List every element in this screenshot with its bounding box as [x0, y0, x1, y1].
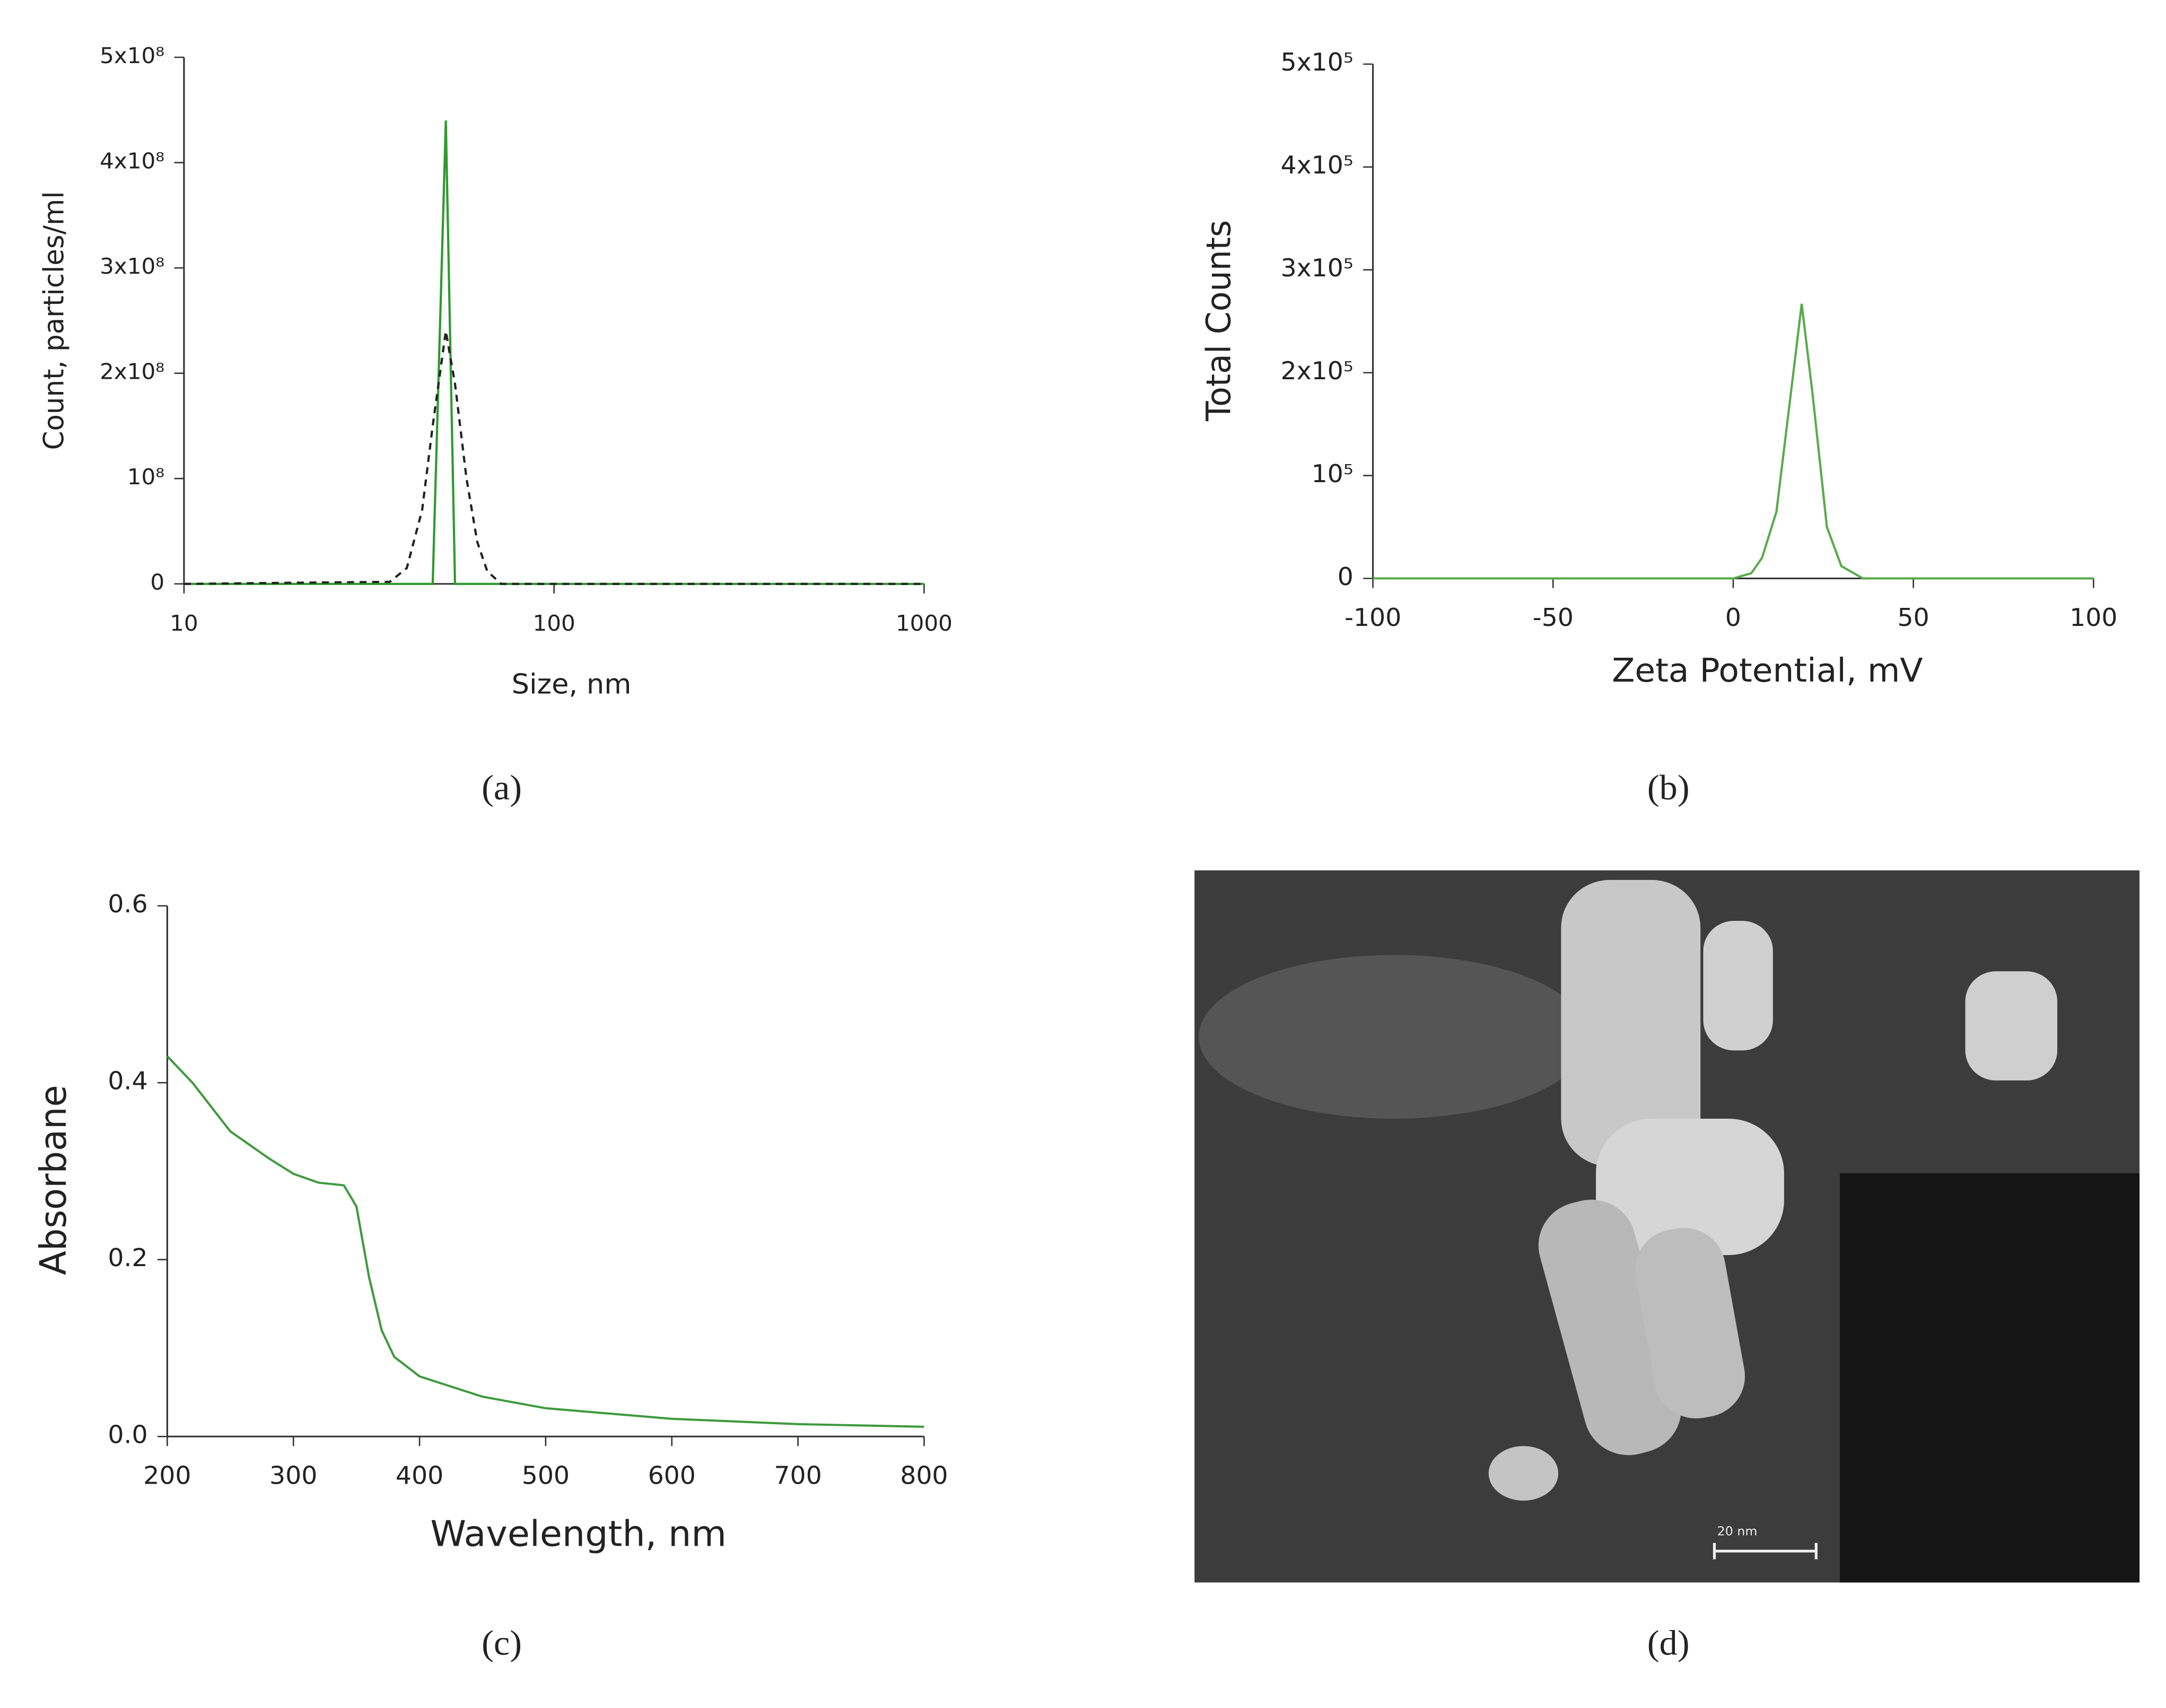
- particle: [1488, 1446, 1559, 1501]
- y-tick-label: 0: [1338, 563, 1353, 591]
- y-tick-label: 0.6: [108, 891, 147, 919]
- x-axis-label: Zeta Potential, mV: [1612, 651, 1923, 689]
- data-line: [1373, 303, 2094, 580]
- x-tick-label: 600: [648, 1462, 696, 1490]
- x-tick-label: 50: [1898, 604, 1929, 632]
- x-tick-label: 100: [2069, 604, 2117, 632]
- y-tick-label: 4x10⁸: [100, 148, 164, 173]
- x-tick-label: 800: [900, 1462, 948, 1490]
- x-tick-label: 0: [1725, 604, 1741, 632]
- x-tick-label: 400: [396, 1462, 443, 1490]
- panel-label: (d): [1647, 1623, 1690, 1662]
- y-tick-label: 0.2: [108, 1244, 147, 1273]
- y-axis-label: Count, particles/ml: [38, 191, 71, 450]
- particle: [1596, 1118, 1784, 1256]
- y-tick-label: 0.0: [108, 1421, 147, 1449]
- x-axis-label: Size, nm: [512, 669, 632, 700]
- image-panel: 20 nm (d): [1194, 870, 2140, 1662]
- data-line: [184, 330, 924, 585]
- micrograph-region: [1199, 955, 1589, 1119]
- y-tick-label: 0: [150, 569, 164, 595]
- scale-bar-label: 20 nm: [1717, 1524, 1758, 1539]
- micrograph-region: [1840, 1173, 2140, 1583]
- particle: [1538, 1199, 1681, 1456]
- panel-label: (c): [482, 1623, 522, 1662]
- y-tick-label: 3x10⁵: [1281, 255, 1353, 283]
- y-axis-label: Total Counts: [1199, 220, 1238, 422]
- x-tick-label: -100: [1344, 604, 1401, 632]
- y-tick-label: 10⁸: [127, 464, 164, 490]
- y-tick-label: 10⁵: [1312, 460, 1353, 488]
- x-tick-label: 200: [143, 1462, 191, 1490]
- x-tick-label: 300: [269, 1462, 317, 1490]
- panel-label: (a): [482, 768, 522, 807]
- x-tick-label: 100: [533, 610, 575, 635]
- panel-label: (b): [1647, 768, 1690, 807]
- particle: [1965, 971, 2058, 1080]
- y-axis-label: Absorbane: [32, 1085, 74, 1275]
- y-tick-label: 3x10⁸: [100, 253, 164, 278]
- x-tick-label: 1000: [896, 610, 953, 635]
- x-tick-label: 10: [170, 610, 198, 635]
- data-line: [166, 1055, 924, 1428]
- particle: [1635, 1227, 1745, 1419]
- data-line: [184, 120, 924, 585]
- particle: [1703, 921, 1773, 1051]
- x-tick-label: 700: [774, 1462, 822, 1490]
- x-tick-label: 500: [522, 1462, 570, 1490]
- x-axis-label: Wavelength, nm: [430, 1513, 727, 1554]
- x-tick-label: -50: [1533, 604, 1574, 632]
- y-tick-label: 5x10⁸: [100, 42, 164, 68]
- y-tick-label: 2x10⁵: [1281, 357, 1353, 385]
- y-tick-label: 5x10⁵: [1281, 49, 1353, 77]
- y-tick-label: 4x10⁵: [1281, 152, 1353, 180]
- y-tick-label: 2x10⁸: [100, 359, 164, 384]
- particle: [1561, 879, 1701, 1166]
- y-tick-label: 0.4: [108, 1067, 147, 1095]
